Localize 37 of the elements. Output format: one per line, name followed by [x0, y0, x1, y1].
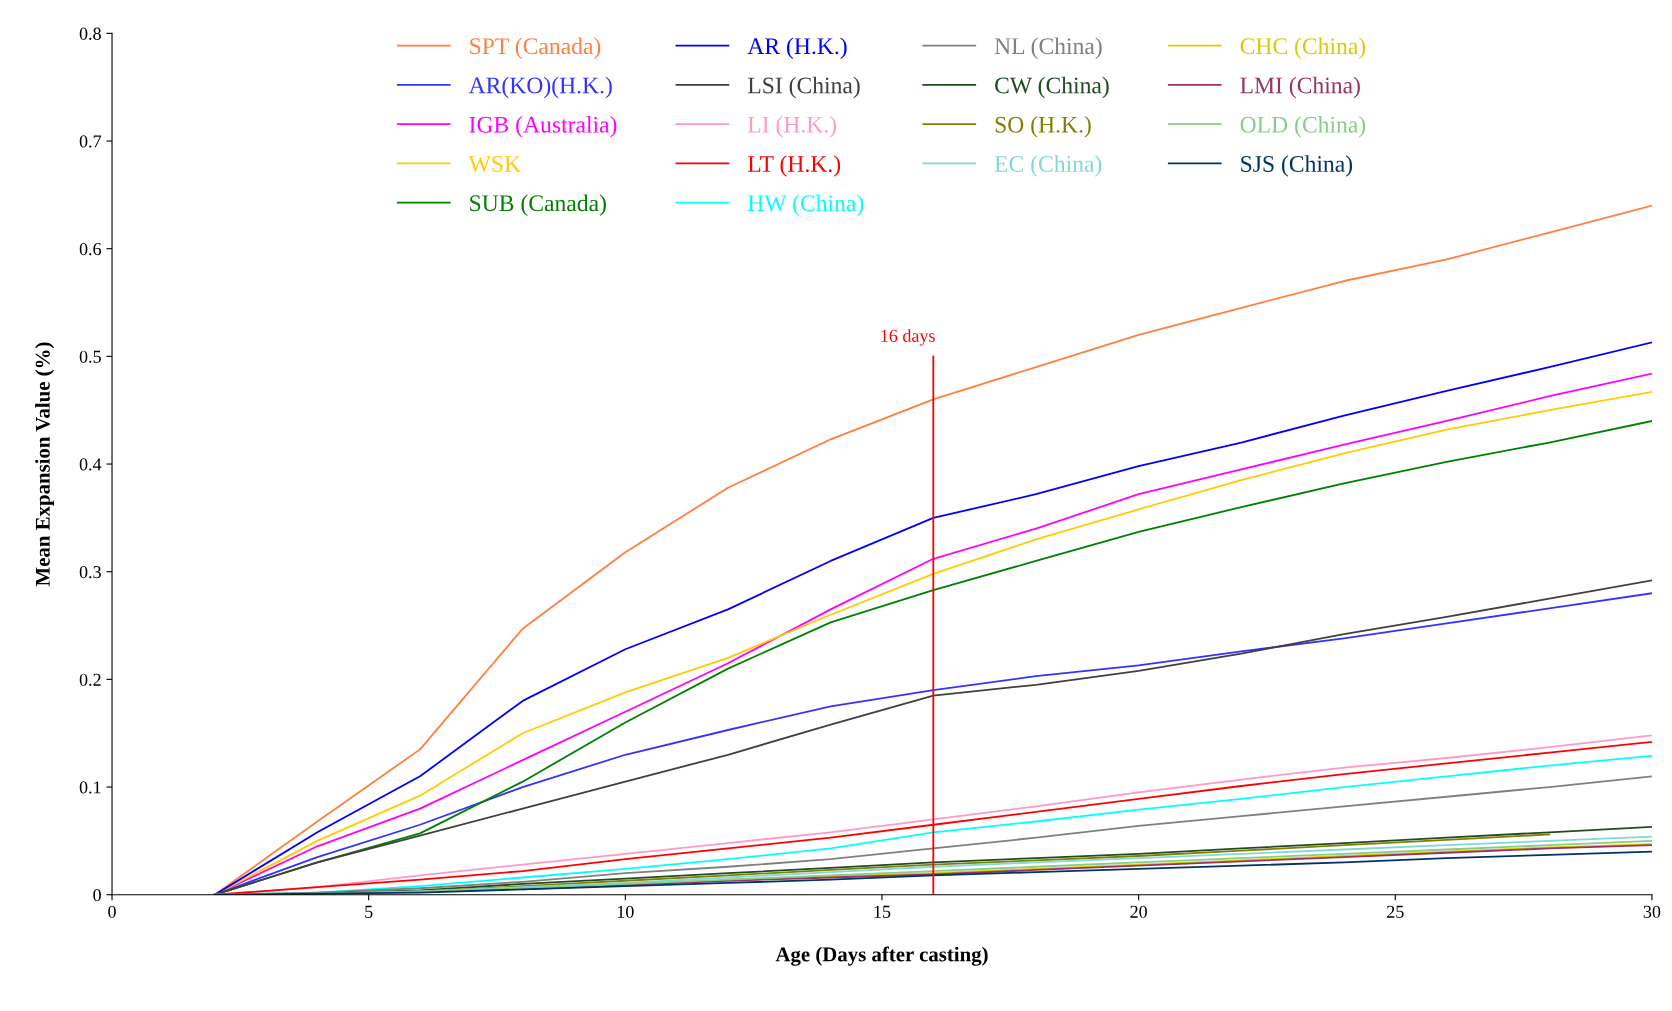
- legend-label: AR (H.K.): [747, 37, 847, 59]
- x-axis-title: Age (Days after casting): [775, 946, 988, 966]
- x-tick-label: 0: [108, 905, 116, 918]
- x-tick-label: 20: [1130, 905, 1147, 918]
- ref-line-label: 16 days: [881, 329, 935, 346]
- y-tick-label: 0.1: [79, 781, 101, 794]
- x-tick-label: 5: [365, 905, 373, 918]
- y-tick-label: 0.3: [79, 565, 101, 579]
- legend-label: SPT (Canada): [470, 37, 601, 59]
- legend-label: EC (China): [994, 155, 1102, 177]
- y-tick-label: 0.7: [79, 135, 102, 148]
- legend-label: CHC (China): [1240, 37, 1366, 59]
- x-tick-label: 25: [1387, 905, 1404, 918]
- x-tick-label: 15: [874, 905, 891, 918]
- legend-label: LSI (China): [747, 76, 860, 99]
- legend-label: SUB (Canada): [470, 194, 606, 216]
- y-tick-label: 0.5: [79, 350, 101, 363]
- y-axis-title: Mean Expansion Value (%): [35, 342, 55, 587]
- legend-label: AR(KO)(H.K.): [468, 76, 612, 99]
- y-tick-label: 0: [93, 888, 101, 902]
- legend-label: NL (China): [994, 37, 1102, 59]
- legend-label: SO (H.K.): [995, 116, 1091, 138]
- y-tick-label: 0.2: [79, 673, 101, 686]
- legend-label: LMI (China): [1240, 76, 1360, 99]
- legend-label: OLD (China): [1240, 116, 1366, 138]
- x-tick-label: 30: [1643, 905, 1661, 918]
- legend-label: IGB (Australia): [469, 116, 617, 138]
- legend-label: WSK: [468, 156, 521, 173]
- legend-label: CW (China): [995, 76, 1109, 99]
- legend-label: LI (H.K.): [747, 116, 837, 138]
- x-tick-label: 10: [617, 905, 634, 918]
- legend-label: HW (China): [747, 194, 864, 216]
- legend-label: SJS (China): [1241, 155, 1353, 177]
- legend-label: LT (H.K.): [747, 155, 841, 177]
- y-tick-label: 0.8: [79, 27, 101, 40]
- y-tick-label: 0.4: [79, 458, 102, 471]
- y-tick-label: 0.6: [79, 242, 102, 256]
